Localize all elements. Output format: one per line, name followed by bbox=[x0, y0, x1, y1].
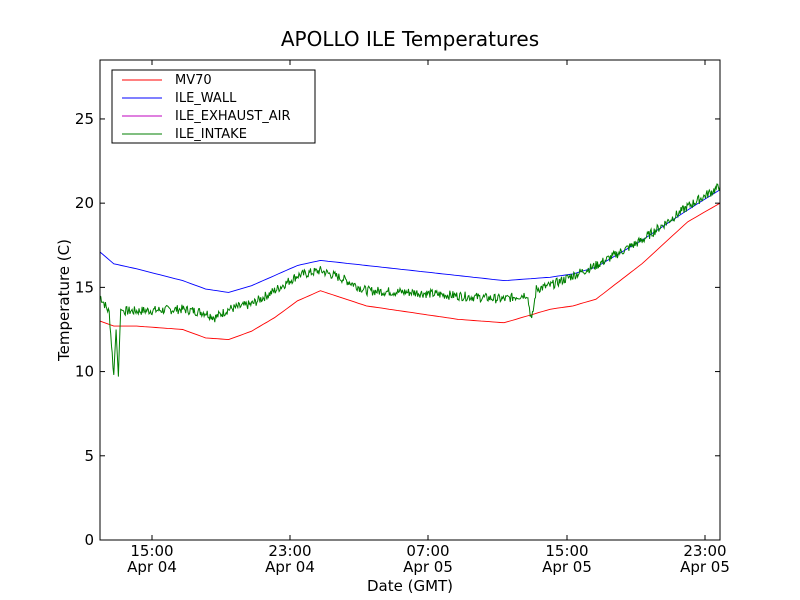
x-tick-label-time: 15:00 bbox=[130, 542, 173, 560]
plot-frame bbox=[99, 59, 721, 541]
y-tick-label: 25 bbox=[75, 110, 94, 128]
x-tick-label-time: 07:00 bbox=[406, 542, 449, 560]
legend-label: MV70 bbox=[175, 73, 212, 88]
plot-lines bbox=[99, 183, 721, 377]
legend-box bbox=[111, 69, 316, 144]
series-line-ile-intake bbox=[99, 183, 721, 377]
x-tick-label-time: 23:00 bbox=[683, 542, 726, 560]
legend-label: ILE_WALL bbox=[175, 91, 237, 106]
y-tick-label: 0 bbox=[84, 531, 94, 549]
chart-title: APOLLO ILE Temperatures bbox=[281, 27, 539, 51]
x-tick-label-date: Apr 05 bbox=[542, 558, 592, 576]
x-tick-label-date: Apr 04 bbox=[127, 558, 177, 576]
series-line-mv70 bbox=[99, 202, 721, 341]
x-tick-label-date: Apr 05 bbox=[680, 558, 730, 576]
y-tick-label: 10 bbox=[75, 363, 94, 381]
y-tick-label: 15 bbox=[75, 278, 94, 296]
y-axis-label: Temperature (C) bbox=[55, 239, 73, 362]
x-tick-label-time: 15:00 bbox=[545, 542, 588, 560]
legend-label: ILE_INTAKE bbox=[175, 127, 247, 142]
y-tick-label: 20 bbox=[75, 194, 94, 212]
x-axis-label: Date (GMT) bbox=[367, 577, 453, 595]
x-tick-label-date: Apr 05 bbox=[403, 558, 453, 576]
legend-label: ILE_EXHAUST_AIR bbox=[175, 109, 291, 124]
x-tick-label-time: 23:00 bbox=[268, 542, 311, 560]
legend: MV70 ILE_WALL ILE_EXHAUST_AIR ILE_INTAKE bbox=[111, 69, 316, 144]
y-tick-label: 5 bbox=[84, 447, 94, 465]
series-line-ile-wall bbox=[99, 189, 721, 293]
x-tick-label-date: Apr 04 bbox=[265, 558, 315, 576]
